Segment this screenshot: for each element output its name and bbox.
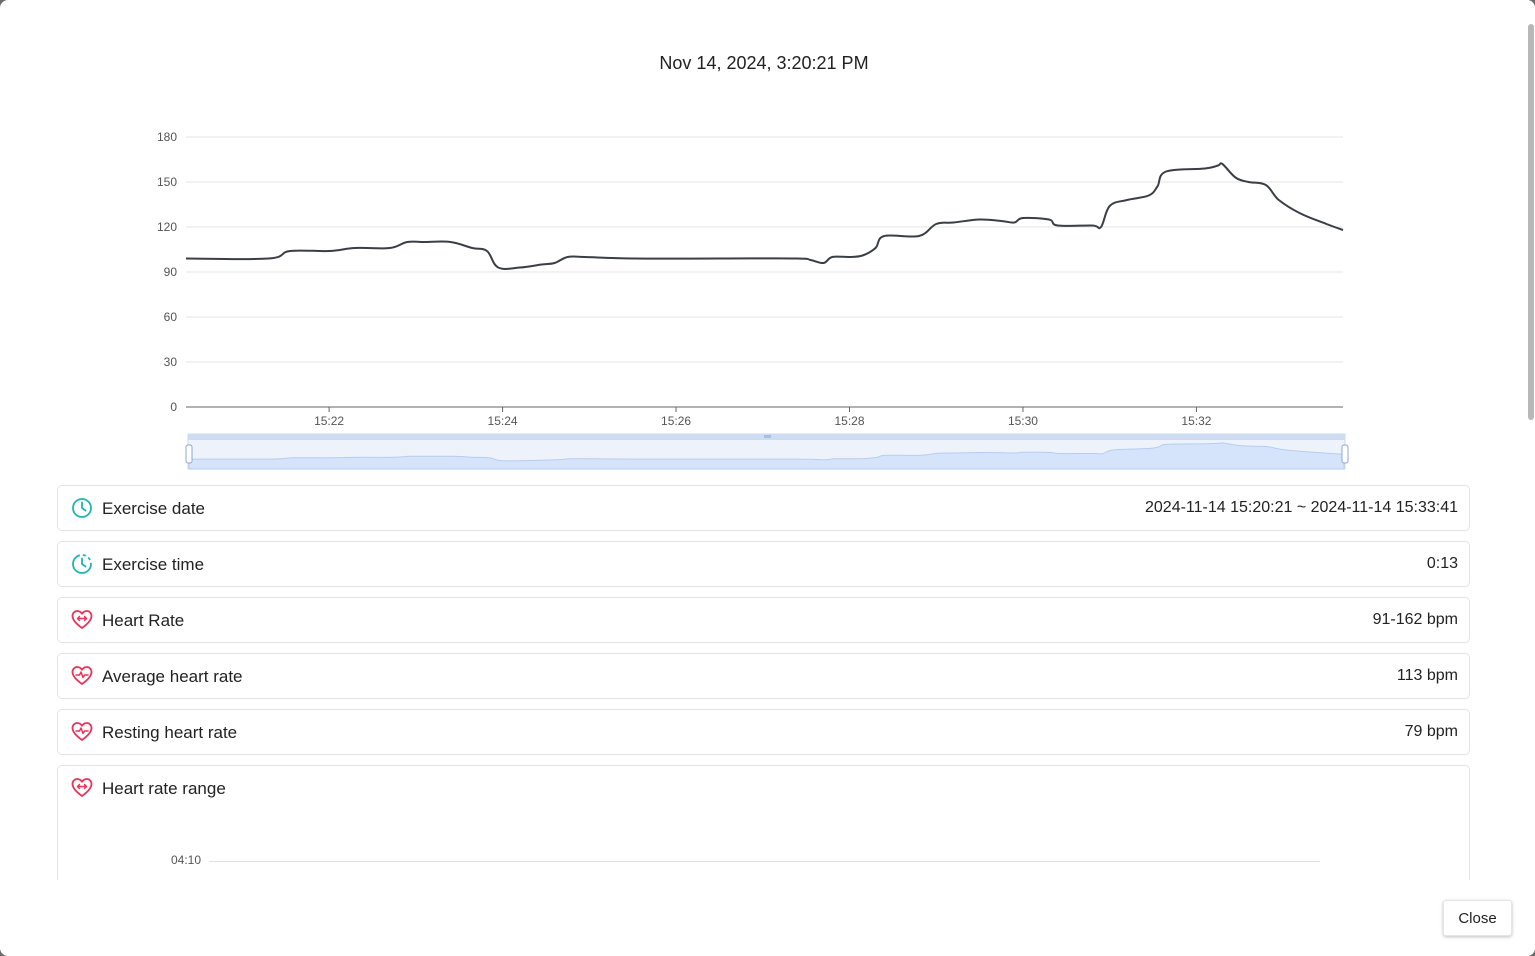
zoom-drag-grip[interactable]	[764, 435, 771, 438]
scrollbar-thumb[interactable]	[1528, 24, 1534, 420]
exercise-date-value: 2024-11-14 15:20:21 ~ 2024-11-14 15:33:4…	[1145, 499, 1458, 516]
exercise-date-row: Exercise date 2024-11-14 15:20:21 ~ 2024…	[57, 485, 1470, 531]
heart-pulse-icon	[71, 722, 93, 741]
heart-rate-chart: 0 30 60 90 120 150 180 15:22 15:24 15:26 15:28 15:…	[157, 130, 1349, 470]
zoom-handle-left[interactable]	[185, 444, 193, 464]
exercise-time-value: 0:13	[1426, 555, 1458, 572]
exercise-date-label: Exercise date	[102, 499, 205, 518]
exercise-time-row: Exercise time 0:13	[57, 541, 1470, 587]
x-tick-label: 15:30	[1008, 414, 1038, 428]
y-tick-label: 180	[157, 130, 177, 144]
resting-heart-rate-label: Resting heart rate	[102, 723, 238, 742]
range-chart-grid-line	[209, 861, 1320, 862]
x-tick-label: 15:28	[834, 414, 864, 428]
heart-rate-value: 91-162 bpm	[1372, 611, 1458, 628]
heart-rate-row: Heart Rate 91-162 bpm	[57, 597, 1470, 643]
resting-heart-rate-value: 79 bpm	[1404, 723, 1458, 740]
average-heart-rate-value: 113 bpm	[1396, 667, 1458, 684]
x-tick-label: 15:26	[661, 414, 691, 428]
heart-range-icon	[71, 610, 93, 629]
y-tick-label: 150	[157, 175, 177, 189]
heart-rate-label: Heart Rate	[102, 611, 185, 630]
zoom-slider[interactable]	[185, 433, 1349, 470]
range-chart-y-tick: 04:10	[171, 853, 202, 867]
heart-range-icon	[71, 778, 93, 797]
heart-pulse-icon	[71, 666, 93, 685]
x-tick-label: 15:24	[488, 414, 518, 428]
heart-rate-range-section: Heart rate range 04:10	[57, 765, 1470, 880]
modal-scroll-area[interactable]: Nov 14, 2024, 3:20:21 PM 0 30 60 90 120 150 18…	[0, 0, 1521, 880]
zoom-preview-area	[188, 442, 1345, 470]
close-button[interactable]: Close	[1443, 900, 1512, 936]
heart-rate-series-line	[185, 162, 1344, 270]
modal-title: Nov 14, 2024, 3:20:21 PM	[659, 53, 869, 73]
x-tick-label: 15:22	[314, 414, 344, 428]
exercise-time-label: Exercise time	[102, 555, 205, 574]
zoom-handle-right[interactable]	[1341, 444, 1349, 464]
resting-heart-rate-row: Resting heart rate 79 bpm	[57, 709, 1470, 755]
scrollbar[interactable]	[1521, 0, 1535, 956]
average-heart-rate-row: Average heart rate 113 bpm	[57, 653, 1470, 699]
y-tick-label: 30	[164, 355, 178, 369]
y-tick-label: 0	[170, 400, 177, 414]
y-tick-label: 120	[157, 220, 177, 234]
y-tick-label: 60	[164, 310, 178, 324]
x-tick-label: 15:32	[1181, 414, 1211, 428]
y-tick-label: 90	[164, 265, 178, 279]
clock-icon	[72, 498, 92, 518]
timer-icon	[72, 554, 92, 574]
average-heart-rate-label: Average heart rate	[102, 667, 243, 686]
heart-rate-range-label: Heart rate range	[102, 779, 226, 798]
